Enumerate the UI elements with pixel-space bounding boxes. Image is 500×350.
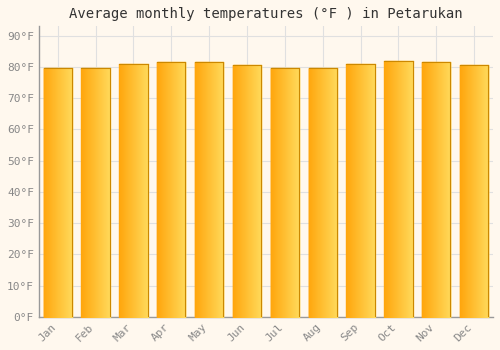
Title: Average monthly temperatures (°F ) in Petarukan: Average monthly temperatures (°F ) in Pe… xyxy=(69,7,462,21)
